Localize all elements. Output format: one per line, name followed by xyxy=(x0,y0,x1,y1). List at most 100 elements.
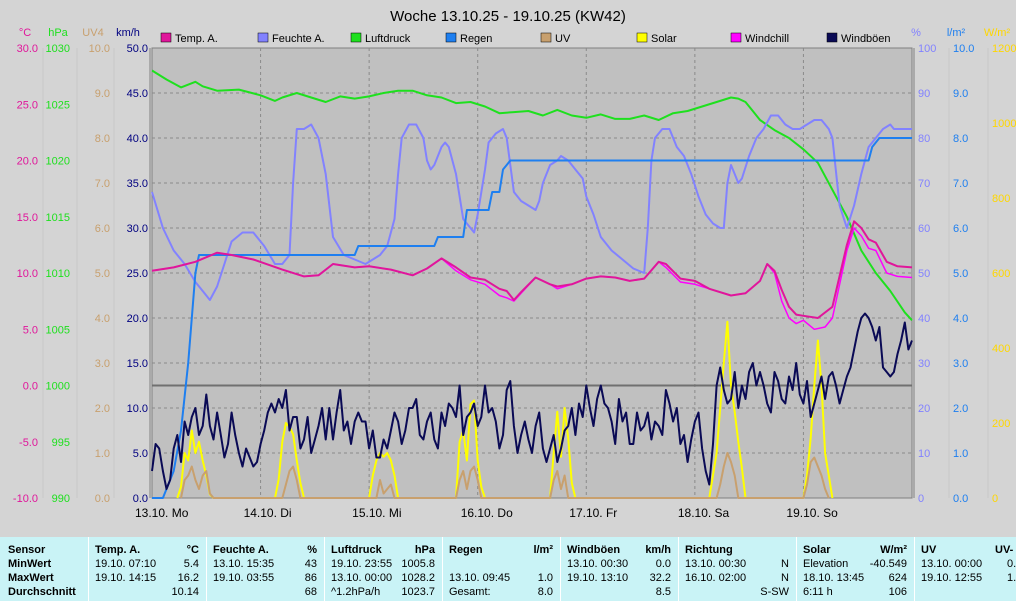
col-druck: Luftdruck hPa 19.10. 23:55 1005.8 13.10.… xyxy=(324,537,443,601)
feuchte-min: 43 xyxy=(304,558,317,570)
feuchte-min-time: 13.10. 15:35 xyxy=(213,558,275,570)
tick-label-temp: 0.0 xyxy=(23,381,38,393)
series-uv xyxy=(180,452,830,499)
legend-label: Luftdruck xyxy=(365,33,411,45)
tick-label-pct: 20 xyxy=(918,403,930,415)
head-solar: Solar xyxy=(803,544,831,556)
solar-duration: 6:11 h xyxy=(803,586,833,598)
tick-label-temp: 15.0 xyxy=(17,212,38,224)
series-windboeen xyxy=(151,312,913,490)
druck-max-time: 13.10. 00:00 xyxy=(331,572,393,584)
unit-regen: l/m² xyxy=(533,544,553,556)
legend-swatch xyxy=(540,32,552,43)
tick-label-lm2: 5.0 xyxy=(953,268,968,280)
tick-label-pct: 50 xyxy=(918,268,930,280)
unit-solar: W/m² xyxy=(880,544,907,556)
axis-header-wm2: W/m² xyxy=(984,27,1011,39)
tick-label-lm2: 9.0 xyxy=(953,88,968,100)
tick-label-temp: 30.0 xyxy=(17,43,38,55)
tick-label-kmh: 45.0 xyxy=(127,88,148,100)
tick-label-lm2: 7.0 xyxy=(953,178,968,190)
solar-elev-label: Elevation xyxy=(803,558,849,570)
unit-druck: hPa xyxy=(414,544,435,556)
unit-feuchte: % xyxy=(307,544,317,556)
temp-max: 16.2 xyxy=(177,572,199,584)
druck-min: 1005.8 xyxy=(401,558,435,570)
temp-max-time: 19.10. 14:15 xyxy=(95,572,157,584)
tick-label-lm2: 0.0 xyxy=(953,493,968,505)
tick-label-hpa: 1030 xyxy=(46,43,70,55)
series-luftdruck xyxy=(151,69,913,321)
tick-label-kmh: 5.0 xyxy=(133,448,148,460)
feuchte-avg: 68 xyxy=(304,586,317,598)
tick-label-pct: 100 xyxy=(918,43,936,55)
tick-label-hpa: 1005 xyxy=(46,324,70,336)
tick-label-lm2: 3.0 xyxy=(953,358,968,370)
tick-label-uv: 10.0 xyxy=(89,43,110,55)
tick-label-hpa: 1015 xyxy=(46,212,70,224)
tick-label-uv: 0.0 xyxy=(95,493,110,505)
richtung-min: N xyxy=(781,558,789,570)
head-regen: Regen xyxy=(449,544,483,556)
head-druck: Luftdruck xyxy=(331,544,382,556)
axis-header-lm2: l/m² xyxy=(947,27,966,39)
tick-label-lm2: 4.0 xyxy=(953,313,968,325)
tick-label-pct: 30 xyxy=(918,358,930,370)
tick-label-pct: 60 xyxy=(918,223,930,235)
tick-label-wm2: 400 xyxy=(992,343,1010,355)
wind-max-time: 19.10. 13:10 xyxy=(567,572,629,584)
x-tick-label: 14.10. Di xyxy=(244,506,292,520)
tick-label-temp: -5.0 xyxy=(19,437,38,449)
tick-label-pct: 0 xyxy=(918,493,924,505)
tick-label-temp: 20.0 xyxy=(17,156,38,168)
tick-label-wm2: 600 xyxy=(992,268,1010,280)
richtung-min-time: 13.10. 00:30 xyxy=(685,558,747,570)
tick-label-hpa: 1000 xyxy=(46,381,70,393)
legend-label: UV xyxy=(555,33,571,45)
tick-label-uv: 4.0 xyxy=(95,313,110,325)
tick-label-pct: 10 xyxy=(918,448,930,460)
feuchte-max-time: 19.10. 03:55 xyxy=(213,572,275,584)
tick-label-kmh: 40.0 xyxy=(127,133,148,145)
stats-table: Sensor MinWert MaxWert Durchschnitt Temp… xyxy=(0,537,1016,601)
tick-label-pct: 70 xyxy=(918,178,930,190)
chart-title: Woche 13.10.25 - 19.10.25 (KW42) xyxy=(390,8,626,25)
head-wind: Windböen xyxy=(567,544,621,556)
solar-max: 624 xyxy=(888,572,907,584)
axis-header-kmh: km/h xyxy=(116,27,140,39)
uv-min: 0. xyxy=(1007,558,1016,570)
col-feuchte: Feuchte A. % 13.10. 15:35 43 19.10. 03:5… xyxy=(206,537,325,601)
druck-avg: 1023.7 xyxy=(401,586,435,598)
legend-swatch xyxy=(826,32,838,43)
row-label-max: MaxWert xyxy=(8,572,54,584)
richtung-avg: S-SW xyxy=(760,586,789,598)
tick-label-wm2: 1200 xyxy=(992,43,1016,55)
tick-label-kmh: 20.0 xyxy=(127,313,148,325)
wind-min: 0.0 xyxy=(655,558,671,570)
unit-wind: km/h xyxy=(645,544,671,556)
uv-min-time: 13.10. 00:00 xyxy=(921,558,983,570)
tick-label-kmh: 0.0 xyxy=(133,493,148,505)
regen-max-time: 13.10. 09:45 xyxy=(449,572,511,584)
legend-label: Regen xyxy=(460,33,492,45)
tick-label-lm2: 8.0 xyxy=(953,133,968,145)
head-richtung: Richtung xyxy=(685,544,733,556)
tick-label-uv: 6.0 xyxy=(95,223,110,235)
col-temp: Temp. A. °C 19.10. 07:10 5.4 19.10. 14:1… xyxy=(88,537,207,601)
temp-avg: 10.14 xyxy=(171,586,199,598)
wind-min-time: 13.10. 00:30 xyxy=(567,558,629,570)
tick-label-temp: 10.0 xyxy=(17,268,38,280)
tick-label-hpa: 1010 xyxy=(46,268,70,280)
head-feuchte: Feuchte A. xyxy=(213,544,269,556)
tick-label-kmh: 30.0 xyxy=(127,223,148,235)
druck-max: 1028.2 xyxy=(401,572,435,584)
tick-label-uv: 8.0 xyxy=(95,133,110,145)
richtung-max: N xyxy=(781,572,789,584)
feuchte-max: 86 xyxy=(304,572,317,584)
col-regen: Regen l/m² 13.10. 09:45 1.0 Gesamt: 8.0 xyxy=(442,537,561,601)
series-feuchte xyxy=(151,114,912,301)
solar-elev: -40.549 xyxy=(869,558,907,570)
tick-label-wm2: 800 xyxy=(992,193,1010,205)
weather-chart: Woche 13.10.25 - 19.10.25 (KW42) °C hPa UV4… xyxy=(13,8,1016,520)
head-uv: UV xyxy=(921,544,937,556)
